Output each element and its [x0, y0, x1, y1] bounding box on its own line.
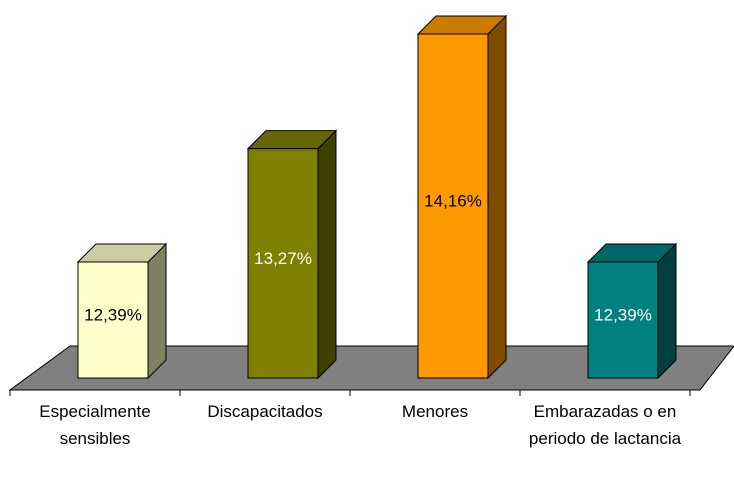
value-label: 12,39% [84, 305, 142, 324]
bar [587, 261, 659, 379]
bar [77, 261, 149, 379]
bar-side [487, 14, 507, 380]
bar-side [317, 129, 337, 380]
value-label: 14,16% [424, 191, 482, 210]
bar-side [147, 242, 167, 380]
x-tick-label: Discapacitados [207, 402, 322, 421]
value-label: 12,39% [594, 305, 652, 324]
bar-side [657, 242, 677, 380]
floor [8, 345, 734, 391]
x-tick-label: Especialmente sensibles [39, 402, 151, 448]
value-label: 13,27% [254, 249, 312, 268]
bar [247, 148, 319, 379]
bar [417, 33, 489, 379]
x-tick-label: Embarazadas o en periodo de lactancia [529, 402, 682, 448]
x-tick-label: Menores [402, 402, 468, 421]
